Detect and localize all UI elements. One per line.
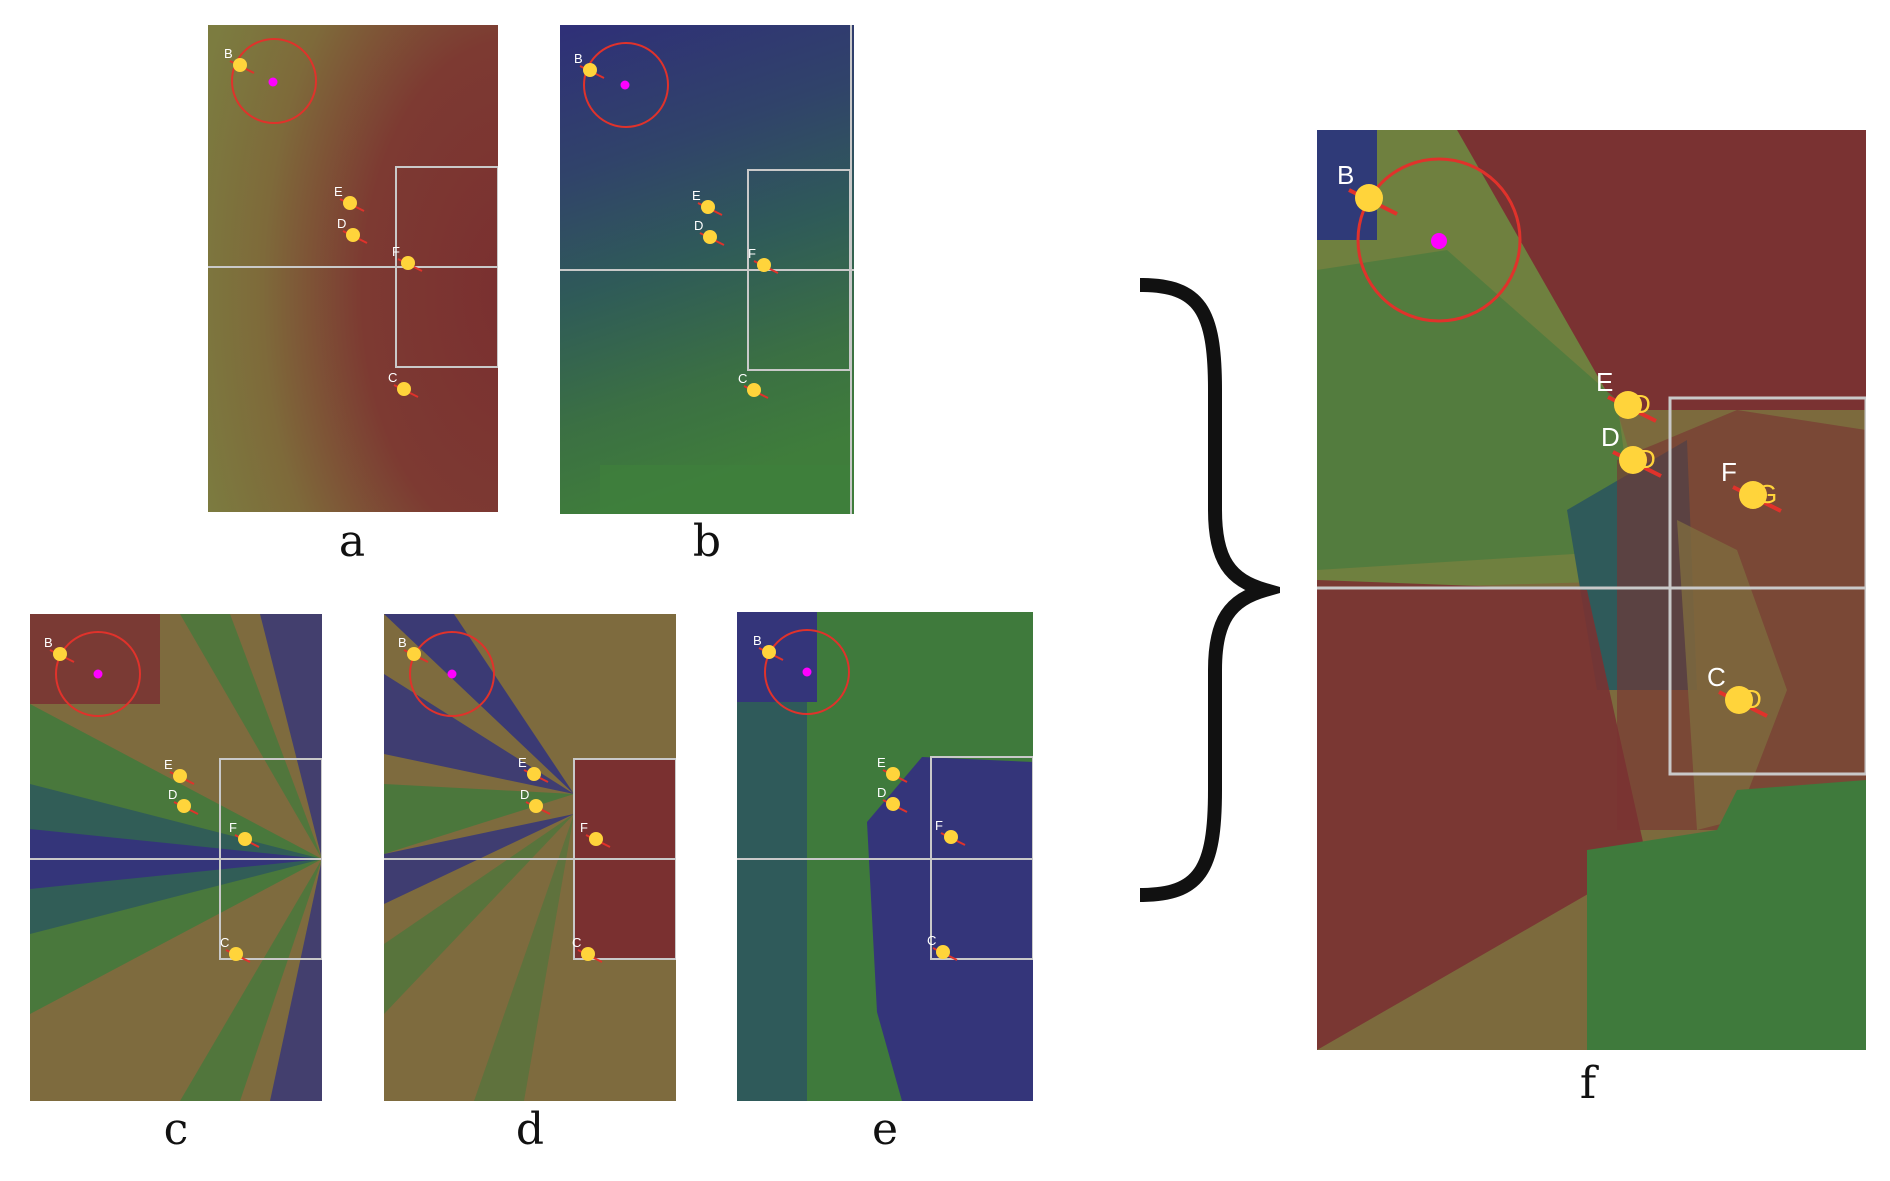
heatmap-a: B E D F C — [208, 25, 498, 512]
player-f: F — [935, 818, 966, 846]
player-d: DD — [1601, 422, 1662, 478]
player-e: ED — [1596, 367, 1657, 423]
player-b: B — [1337, 160, 1398, 216]
player-e: E — [877, 755, 908, 783]
player-label: F — [580, 820, 588, 835]
player-b: B — [224, 46, 255, 74]
player-b: B — [44, 635, 75, 663]
player-e: E — [518, 755, 549, 783]
player-label: E — [692, 188, 701, 203]
player-d: D — [694, 218, 725, 246]
player-label: B — [44, 635, 53, 650]
player-label: F — [392, 244, 400, 259]
player-e: E — [692, 188, 723, 216]
player-c: C — [220, 935, 251, 963]
player-mark: D — [1637, 444, 1656, 474]
player-label: E — [877, 755, 886, 770]
player-e: E — [164, 757, 195, 785]
player-label: D — [694, 218, 703, 233]
player-label: C — [220, 935, 229, 950]
player-label: D — [877, 785, 886, 800]
caption-d: d — [515, 1104, 545, 1155]
player-mark: G — [1757, 479, 1777, 509]
player-c: C — [927, 933, 958, 961]
player-f: F — [229, 820, 260, 848]
player-label: E — [334, 184, 343, 199]
player-label: B — [224, 46, 233, 61]
player-label: C — [388, 370, 397, 385]
player-label: F — [935, 818, 943, 833]
player-label: D — [520, 787, 529, 802]
player-mark: D — [1743, 684, 1762, 714]
player-c: CD — [1707, 662, 1768, 718]
player-c: C — [738, 371, 769, 399]
player-e: E — [334, 184, 365, 212]
player-label: B — [753, 633, 762, 648]
player-label: C — [1707, 662, 1726, 692]
player-b: B — [753, 633, 784, 661]
player-mark: D — [1632, 389, 1651, 419]
player-label: C — [738, 371, 747, 386]
player-label: F — [748, 246, 756, 261]
panel-d: B E D F C — [384, 614, 676, 1101]
player-d: D — [168, 787, 199, 815]
player-label: E — [164, 757, 173, 772]
heatmap-d: B E D F C — [384, 614, 676, 1101]
player-label: B — [574, 51, 583, 66]
caption-a: a — [338, 516, 366, 567]
player-f: F — [748, 246, 779, 274]
caption-b: b — [692, 516, 722, 567]
player-label: D — [168, 787, 177, 802]
caption-e: e — [871, 1104, 899, 1155]
player-label: B — [398, 635, 407, 650]
caption-f: f — [1579, 1058, 1597, 1109]
player-label: E — [518, 755, 527, 770]
player-label: E — [1596, 367, 1613, 397]
player-label: F — [1721, 457, 1737, 487]
player-label: F — [229, 820, 237, 835]
player-b: B — [398, 635, 429, 663]
player-d: D — [877, 785, 908, 813]
player-c: C — [572, 935, 603, 963]
player-label: D — [1601, 422, 1620, 452]
player-label: D — [337, 216, 346, 231]
player-f: F — [392, 244, 423, 272]
player-label: B — [1337, 160, 1354, 190]
player-d: D — [337, 216, 368, 244]
heatmap-b: B ED F C — [560, 25, 854, 514]
player-b: B — [574, 51, 605, 79]
player-f: F — [580, 820, 611, 848]
player-f: FG — [1721, 457, 1782, 513]
panel-a: B E D F C — [208, 25, 498, 512]
player-label: C — [572, 935, 581, 950]
heatmap-c: B ED F C — [30, 614, 322, 1101]
player-d: D — [520, 787, 551, 815]
player-label: C — [927, 933, 936, 948]
player-c: C — [388, 370, 419, 398]
heatmap-e: B ED F C — [737, 612, 1033, 1101]
grouping-brace — [1139, 278, 1280, 902]
caption-c: c — [163, 1104, 189, 1155]
